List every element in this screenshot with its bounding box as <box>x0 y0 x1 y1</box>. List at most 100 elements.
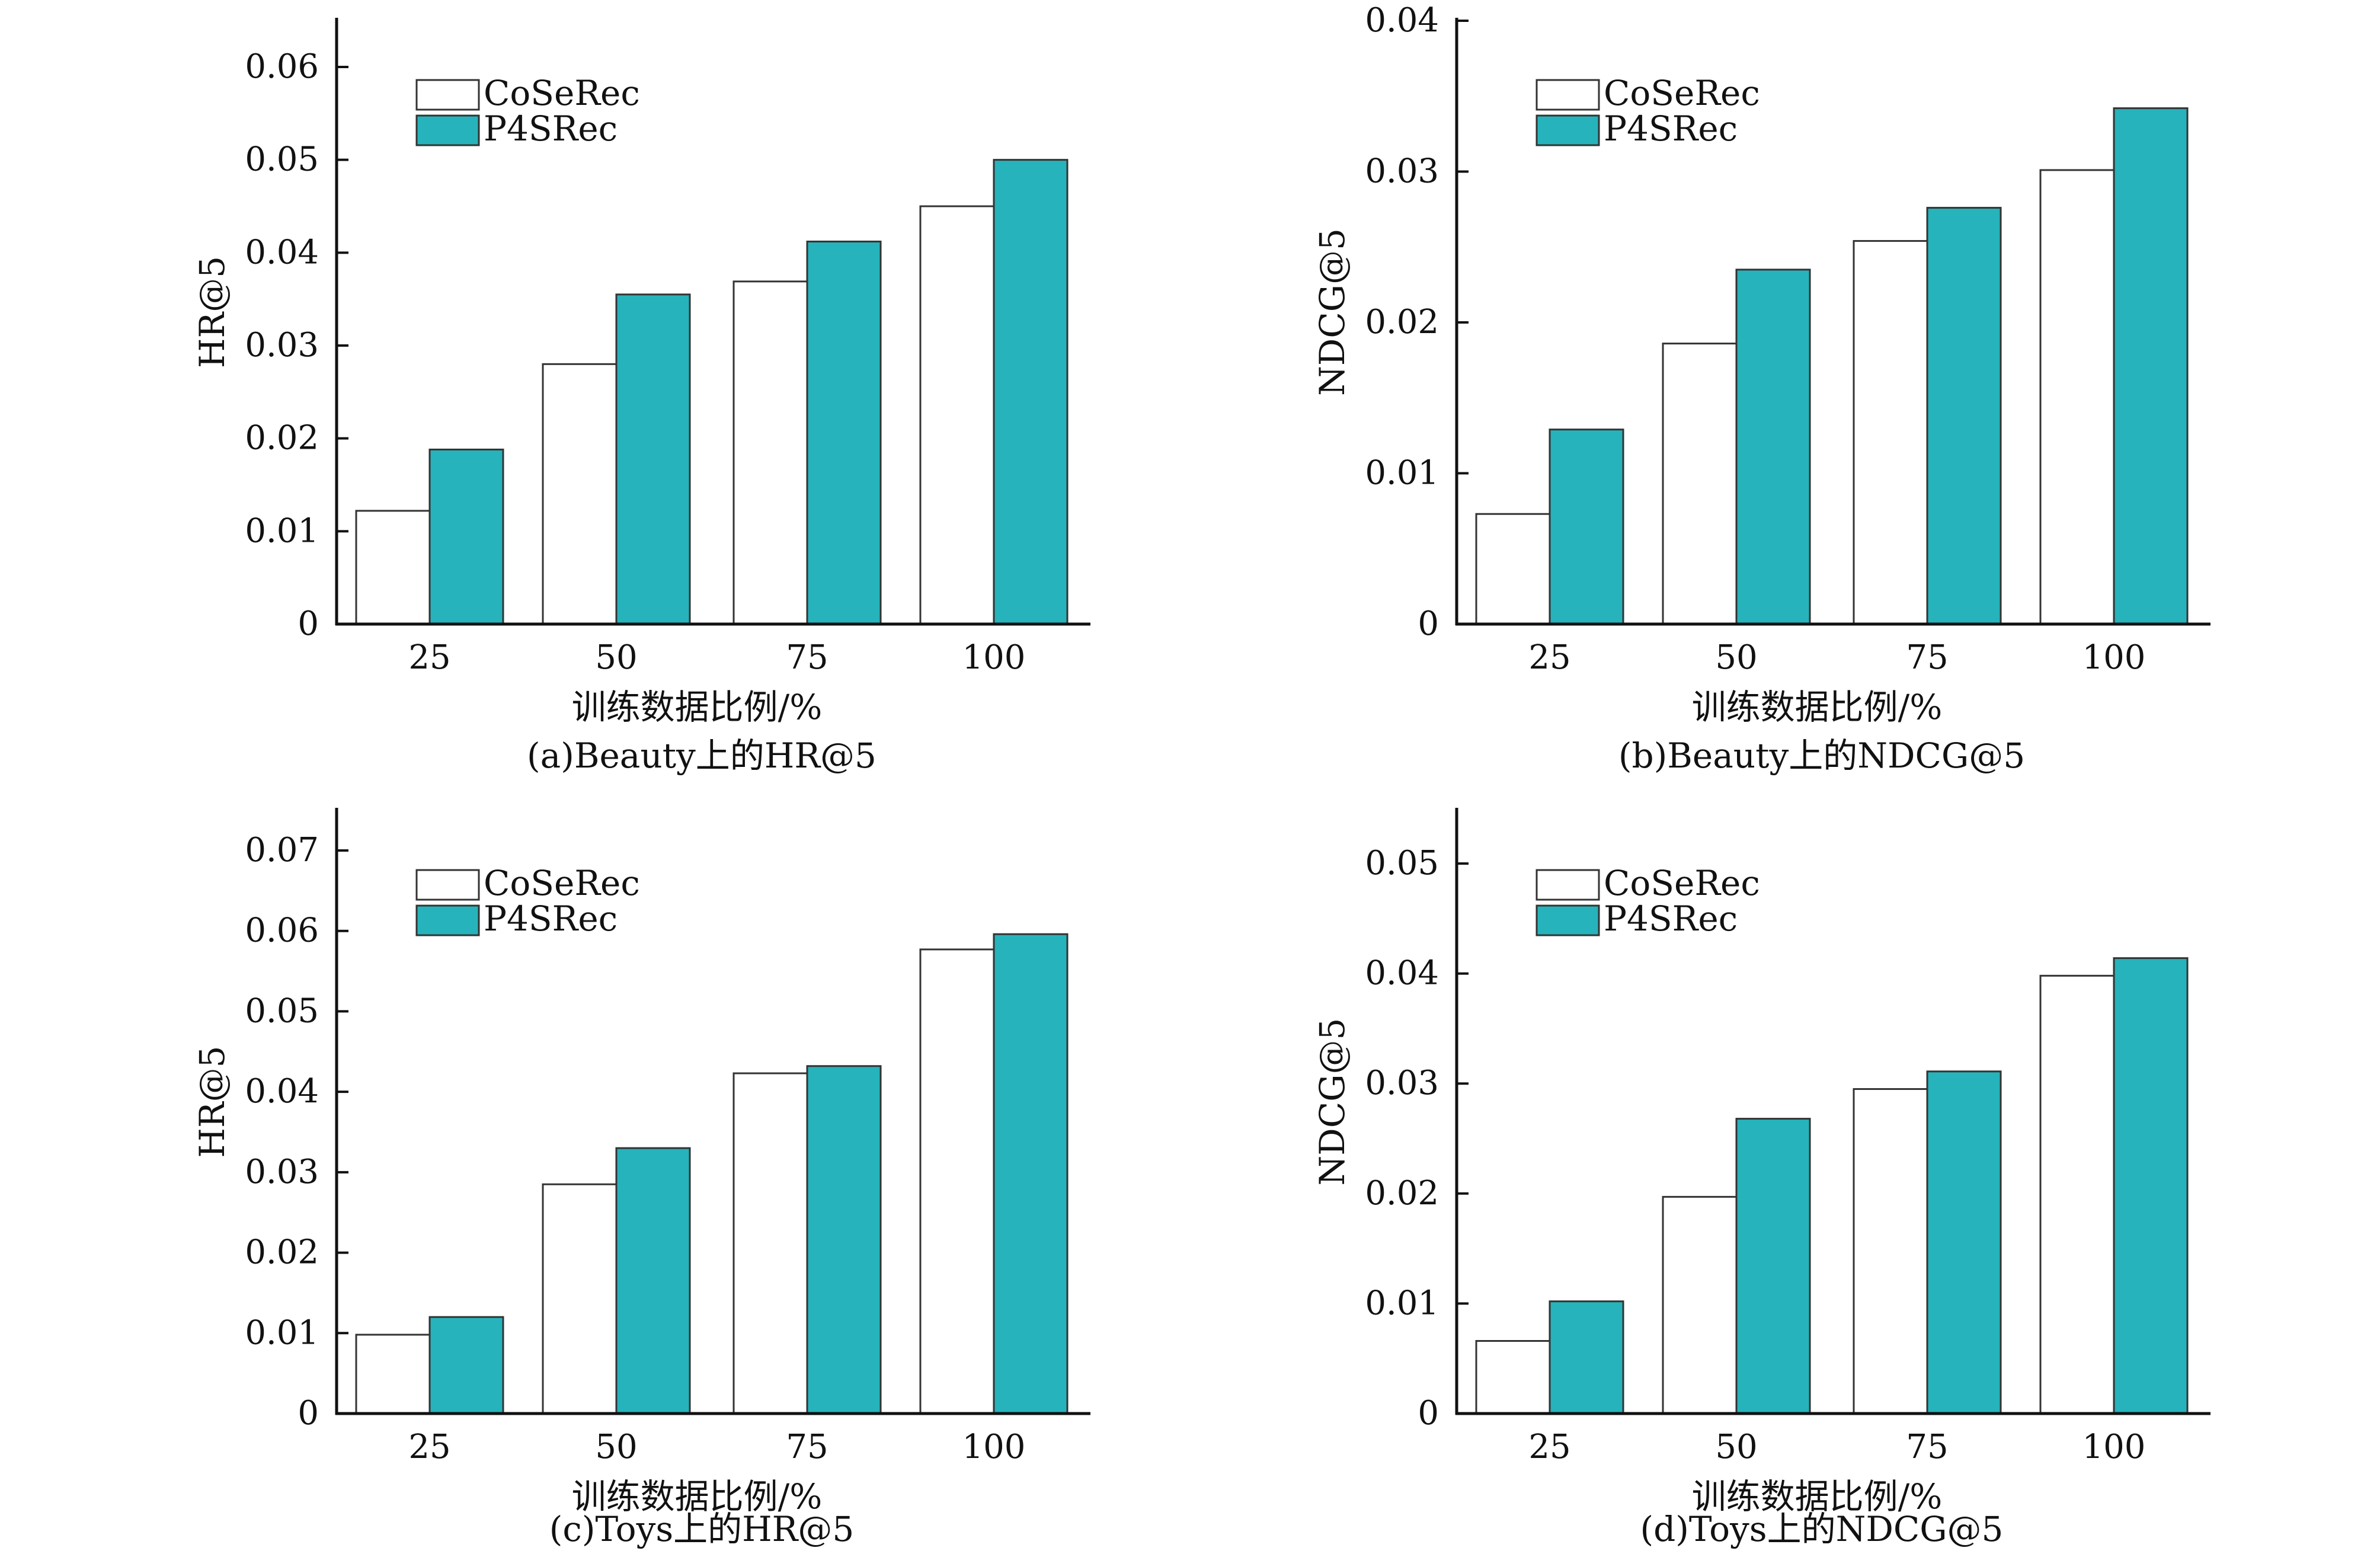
bar-p4srec-25 <box>428 1316 504 1415</box>
y-tick-label: 0 <box>1418 1394 1439 1433</box>
chart-panel-4: 0 0.01 0.02 0.03 0.04 0.05 25 50 75 100 训练数据比例/% ND… <box>1312 808 2211 1549</box>
bar-coserec-100 <box>2039 169 2115 625</box>
x-axis-title: 训练数据比例/% <box>572 1476 823 1517</box>
x-tick-label: 50 <box>1715 638 1757 677</box>
chart-caption: (b)Beauty上的NDCG@5 <box>1618 736 2025 776</box>
x-axis-title: 训练数据比例/% <box>1692 1476 1943 1517</box>
y-tick-label: 0.04 <box>245 1072 319 1111</box>
x-tick-label: 75 <box>1906 638 1948 677</box>
legend-label-p4srec: P4SRec <box>484 108 618 149</box>
bar-p4srec-75 <box>1926 1070 2002 1415</box>
bar-coserec-50 <box>1662 1195 1738 1415</box>
bar-p4srec-50 <box>1735 1118 1811 1415</box>
chart-panel-2: 0 0.01 0.02 0.03 0.04 25 50 75 100 训练数据比例/% NDCG@5… <box>1312 1 2211 776</box>
bar-p4srec-25 <box>428 448 504 625</box>
legend-label-coserec: CoSeRec <box>484 863 640 903</box>
y-tick-label: 0.05 <box>1365 844 1439 882</box>
bar-coserec-100 <box>919 205 995 625</box>
y-tick-label: 0.03 <box>1365 1064 1439 1102</box>
x-tick-label: 25 <box>1528 638 1570 677</box>
y-tick-label: 0.04 <box>245 233 319 271</box>
chart-caption: (a)Beauty上的HR@5 <box>527 736 876 776</box>
bar-coserec-50 <box>542 363 618 625</box>
y-tick-label: 0.05 <box>245 140 319 179</box>
bar-p4srec-25 <box>1549 429 1624 625</box>
y-tick-label: 0.07 <box>245 831 319 869</box>
legend-swatch-p4srec <box>1536 904 1600 936</box>
bar-coserec-75 <box>732 280 808 625</box>
x-tick-label: 50 <box>1715 1428 1757 1466</box>
y-axis-title: NDCG@5 <box>1312 1018 1352 1186</box>
legend-swatch-coserec <box>415 79 480 111</box>
bar-p4srec-100 <box>2113 957 2189 1415</box>
y-tick-label: 0 <box>1418 605 1439 643</box>
y-tick-label: 0.04 <box>1365 1 1439 40</box>
y-tick-label: 0 <box>298 605 319 643</box>
y-tick-label: 0.06 <box>245 912 319 950</box>
bar-coserec-25 <box>355 1334 431 1415</box>
legend-label-p4srec: P4SRec <box>1604 108 1738 149</box>
bar-p4srec-75 <box>806 241 882 625</box>
bar-coserec-100 <box>2039 974 2115 1415</box>
y-tick-label: 0.03 <box>245 326 319 364</box>
bar-p4srec-100 <box>993 933 1069 1415</box>
y-tick-label: 0.02 <box>1365 303 1439 341</box>
bar-p4srec-75 <box>1926 207 2002 625</box>
bar-coserec-75 <box>1853 1088 1928 1415</box>
legend-swatch-p4srec <box>415 904 480 936</box>
bar-p4srec-100 <box>2113 107 2189 625</box>
y-tick-label: 0.02 <box>1365 1174 1439 1213</box>
x-tick-label: 75 <box>786 1428 828 1466</box>
legend-swatch-coserec <box>1536 869 1600 901</box>
x-axis-title: 训练数据比例/% <box>1692 687 1943 727</box>
bar-p4srec-25 <box>1549 1300 1624 1415</box>
y-tick-label: 0.01 <box>245 511 319 550</box>
bar-coserec-75 <box>732 1072 808 1415</box>
x-tick-label: 50 <box>595 1428 637 1466</box>
bar-coserec-100 <box>919 948 995 1415</box>
legend-swatch-p4srec <box>1536 114 1600 146</box>
x-tick-label: 25 <box>408 638 450 677</box>
chart-caption: (c)Toys上的HR@5 <box>549 1509 855 1549</box>
x-tick-label: 100 <box>962 1428 1026 1466</box>
bar-p4srec-50 <box>615 1147 691 1415</box>
y-tick-label: 0.04 <box>1365 954 1439 993</box>
y-tick-label: 0.02 <box>245 419 319 458</box>
x-tick-label: 75 <box>1906 1428 1948 1466</box>
x-tick-label: 50 <box>595 638 637 677</box>
y-tick-label: 0.01 <box>1365 1284 1439 1322</box>
y-tick-label: 0 <box>298 1394 319 1433</box>
y-axis-title: NDCG@5 <box>1312 228 1352 396</box>
y-tick-label: 0.03 <box>1365 152 1439 191</box>
y-tick-label: 0.03 <box>245 1153 319 1191</box>
bar-p4srec-50 <box>615 293 691 625</box>
legend-swatch-coserec <box>1536 79 1600 111</box>
y-axis-title: HR@5 <box>192 256 232 368</box>
legend-label-p4srec: P4SRec <box>484 898 618 939</box>
y-tick-label: 0.02 <box>245 1233 319 1272</box>
y-axis-title: HR@5 <box>192 1045 232 1157</box>
y-tick-label: 0.01 <box>245 1313 319 1352</box>
x-tick-label: 100 <box>962 638 1026 677</box>
bar-p4srec-50 <box>1735 268 1811 625</box>
bar-coserec-25 <box>1475 1340 1551 1415</box>
legend-swatch-p4srec <box>415 114 480 146</box>
legend-swatch-coserec <box>415 869 480 901</box>
x-tick-label: 100 <box>2082 1428 2146 1466</box>
bar-coserec-50 <box>542 1183 618 1415</box>
legend-label-p4srec: P4SRec <box>1604 898 1738 939</box>
x-tick-label: 25 <box>408 1428 450 1466</box>
bar-coserec-25 <box>355 510 431 625</box>
x-tick-label: 25 <box>1528 1428 1570 1466</box>
legend-label-coserec: CoSeRec <box>484 73 640 113</box>
bar-p4srec-100 <box>993 159 1069 625</box>
y-tick-label: 0.06 <box>245 47 319 86</box>
y-tick-label: 0.01 <box>1365 454 1439 493</box>
legend-label-coserec: CoSeRec <box>1604 73 1760 113</box>
x-axis-title: 训练数据比例/% <box>572 687 823 727</box>
y-tick-label: 0.05 <box>245 992 319 1030</box>
x-tick-label: 100 <box>2082 638 2146 677</box>
bar-coserec-25 <box>1475 513 1551 625</box>
bar-coserec-50 <box>1662 343 1738 625</box>
